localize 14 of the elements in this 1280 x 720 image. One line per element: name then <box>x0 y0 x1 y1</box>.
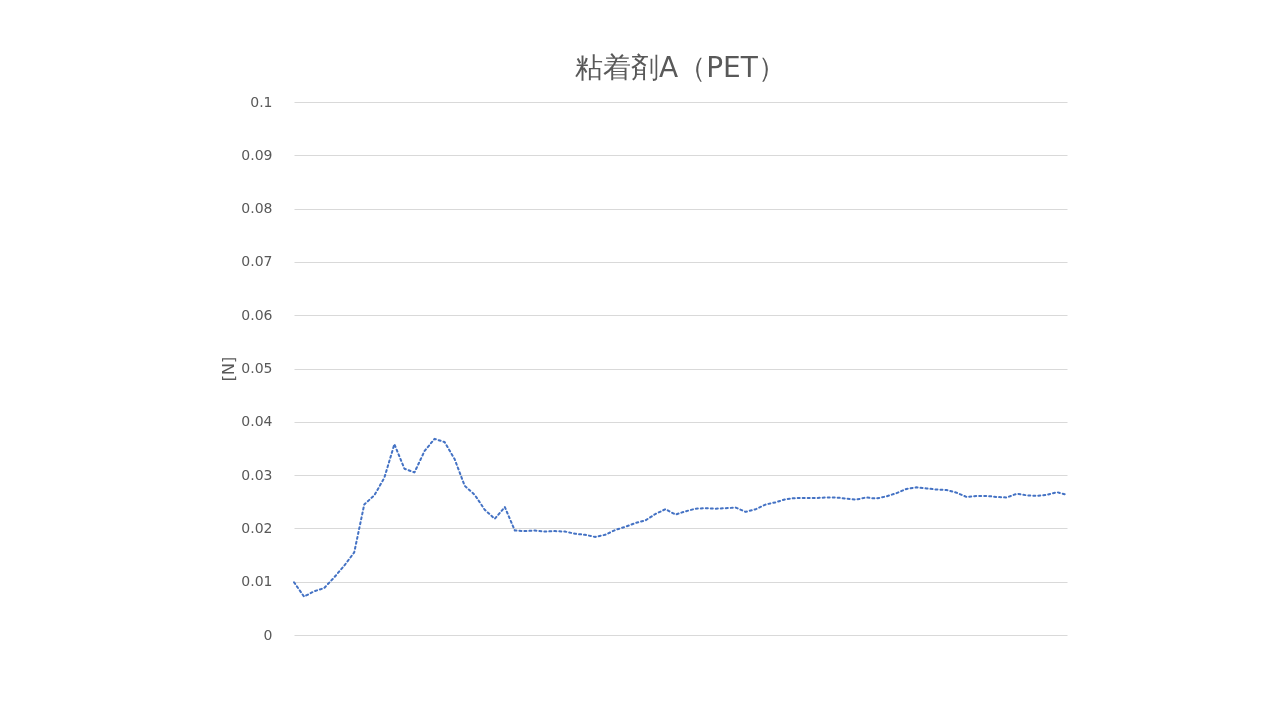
y-tick-label: 0.07 <box>241 253 273 270</box>
y-tick-label: 0.04 <box>241 413 273 430</box>
y-tick-label: 0.05 <box>241 360 273 376</box>
y-tick-label: 0 <box>263 626 273 643</box>
y-tick-label: 0.08 <box>241 200 273 217</box>
chart-title: 粘着剤A（PET） <box>575 51 786 84</box>
line-series <box>293 437 1068 598</box>
y-tick-label: 0.03 <box>241 466 273 483</box>
y-tick-label: 0.09 <box>241 146 273 163</box>
y-tick-label: 0.01 <box>241 573 273 590</box>
y-tick-label: 0.1 <box>250 93 273 110</box>
y-tick-label: 0.06 <box>241 306 273 323</box>
y-axis-title: [N] <box>219 356 239 382</box>
y-tick-label: 0.02 <box>241 519 273 536</box>
